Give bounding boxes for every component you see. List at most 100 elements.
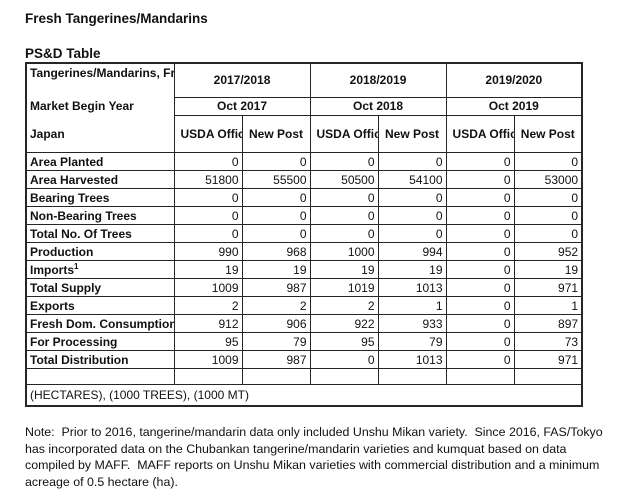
blank-cell (445, 368, 515, 385)
value-cell: 53000 (513, 170, 583, 189)
subheader-usda-official: USDA Official (445, 114, 515, 154)
psd-table-heading: PS&D Table (25, 46, 101, 61)
table-row: Total Distribution 1009 987 0 1013 0 971 (25, 350, 583, 369)
value-cell: 0 (377, 224, 447, 243)
table-row: For Processing 95 79 95 79 0 73 (25, 332, 583, 351)
value-cell: 0 (309, 224, 379, 243)
value-cell: 19 (241, 260, 311, 279)
psd-table: Tangerines/Mandarins, Fresh Market Begin… (25, 62, 584, 407)
table-row: Area Harvested 51800 55500 50500 54100 0… (25, 170, 583, 189)
value-cell: 0 (445, 296, 515, 315)
blank-row (25, 368, 583, 385)
value-cell: 971 (513, 350, 583, 369)
blank-cell (173, 368, 243, 385)
value-cell: 987 (241, 278, 311, 297)
year-header-2017-2018: 2017/2018 (173, 62, 311, 98)
value-cell: 0 (513, 188, 583, 207)
row-label: Total Distribution (25, 350, 175, 369)
value-cell: 933 (377, 314, 447, 333)
year-header-2019-2020: 2019/2020 (445, 62, 583, 98)
table-row: Fresh Dom. Consumption 912 906 922 933 0… (25, 314, 583, 333)
row-label: Production (25, 242, 175, 261)
value-cell: 0 (445, 350, 515, 369)
value-cell: 19 (377, 260, 447, 279)
value-cell: 54100 (377, 170, 447, 189)
value-cell: 0 (309, 206, 379, 225)
value-cell: 2 (173, 296, 243, 315)
table-row: Exports 2 2 2 1 0 1 (25, 296, 583, 315)
value-cell: 2 (309, 296, 379, 315)
subheader-new-post: New Post (241, 114, 311, 154)
value-cell: 0 (173, 188, 243, 207)
value-cell: 994 (377, 242, 447, 261)
value-cell: 0 (445, 314, 515, 333)
table-row: Total No. Of Trees 0 0 0 0 0 0 (25, 224, 583, 243)
value-cell: 1013 (377, 350, 447, 369)
value-cell: 79 (241, 332, 311, 351)
row-label: Imports1 (25, 260, 175, 279)
value-cell: 0 (377, 206, 447, 225)
value-cell: 0 (309, 350, 379, 369)
value-cell: 0 (445, 278, 515, 297)
value-cell: 990 (173, 242, 243, 261)
value-cell: 0 (445, 332, 515, 351)
market-begin-year-label: Market Begin Year (30, 99, 134, 113)
value-cell: 0 (445, 260, 515, 279)
units-label: (HECTARES), (1000 TREES), (1000 MT) (25, 384, 583, 406)
commodity-label: Tangerines/Mandarins, Fresh (30, 66, 174, 80)
table-row: Non-Bearing Trees 0 0 0 0 0 0 (25, 206, 583, 225)
row-label: Non-Bearing Trees (25, 206, 175, 225)
value-cell: 95 (173, 332, 243, 351)
page-title: Fresh Tangerines/Mandarins (25, 11, 208, 26)
value-cell: 0 (173, 224, 243, 243)
table-row: Area Planted 0 0 0 0 0 0 (25, 152, 583, 171)
value-cell: 0 (309, 152, 379, 171)
table-row: USDA Official New Post USDA Official New… (26, 114, 583, 154)
value-cell: 19 (309, 260, 379, 279)
market-begin-2018: Oct 2018 (309, 96, 447, 116)
value-cell: 73 (513, 332, 583, 351)
value-cell: 971 (513, 278, 583, 297)
table-row: Production 990 968 1000 994 0 952 (25, 242, 583, 261)
value-cell: 19 (513, 260, 583, 279)
country-label: Japan (30, 126, 65, 141)
value-cell: 50500 (309, 170, 379, 189)
value-cell: 987 (241, 350, 311, 369)
value-cell: 952 (513, 242, 583, 261)
row-label: For Processing (25, 332, 175, 351)
value-cell: 0 (445, 188, 515, 207)
value-cell: 79 (377, 332, 447, 351)
row-label: Fresh Dom. Consumption (25, 314, 175, 333)
header-commodity-cell: Tangerines/Mandarins, Fresh Market Begin… (25, 62, 175, 153)
value-cell: 897 (513, 314, 583, 333)
value-cell: 0 (241, 152, 311, 171)
table-row: Imports1 19 19 19 19 0 19 (25, 260, 583, 279)
value-cell: 0 (309, 188, 379, 207)
blank-cell (377, 368, 447, 385)
table-row: Tangerines/Mandarins, Fresh Market Begin… (25, 62, 583, 153)
blank-cell (241, 368, 311, 385)
value-cell: 0 (445, 170, 515, 189)
value-cell: 0 (173, 206, 243, 225)
subheader-usda-official: USDA Official (309, 114, 379, 154)
value-cell: 0 (445, 242, 515, 261)
market-begin-2017: Oct 2017 (173, 96, 311, 116)
value-cell: 0 (513, 206, 583, 225)
value-cell: 19 (173, 260, 243, 279)
row-label: Bearing Trees (25, 188, 175, 207)
value-cell: 1019 (309, 278, 379, 297)
value-cell: 922 (309, 314, 379, 333)
value-cell: 968 (241, 242, 311, 261)
year-header-2018-2019: 2018/2019 (309, 62, 447, 98)
table-row: Bearing Trees 0 0 0 0 0 0 (25, 188, 583, 207)
blank-cell (25, 368, 175, 385)
row-label: Total No. Of Trees (25, 224, 175, 243)
value-cell: 1009 (173, 350, 243, 369)
value-cell: 95 (309, 332, 379, 351)
row-label: Area Planted (25, 152, 175, 171)
value-cell: 55500 (241, 170, 311, 189)
row-label: Total Supply (25, 278, 175, 297)
subheader-new-post: New Post (377, 114, 447, 154)
value-cell: 51800 (173, 170, 243, 189)
